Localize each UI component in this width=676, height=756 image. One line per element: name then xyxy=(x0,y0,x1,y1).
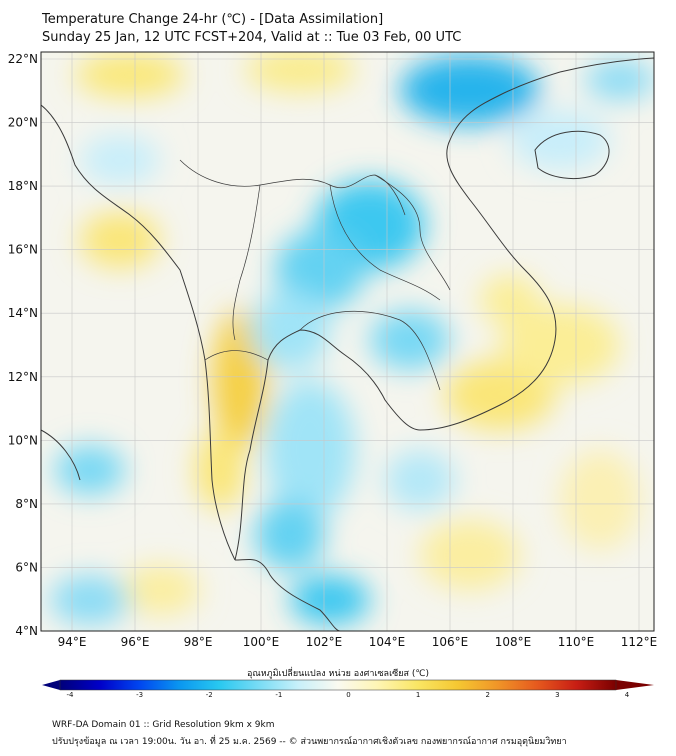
lat-label: 14°N xyxy=(8,306,38,320)
colorbar-tick-label: 2 xyxy=(485,691,490,699)
model-info: WRF-DA Domain 01 :: Grid Resolution 9km … xyxy=(52,720,275,730)
temperature-field xyxy=(41,52,654,631)
colorbar-tick-label: -3 xyxy=(136,691,144,699)
lat-label: 8°N xyxy=(15,497,38,511)
colorbar-tick-label: 4 xyxy=(624,691,630,699)
colorbar-tick-label: 1 xyxy=(415,691,421,699)
colorbar-min-arrow xyxy=(42,680,60,690)
lon-label: 106°E xyxy=(432,635,469,649)
lon-label: 94°E xyxy=(58,635,87,649)
lon-label: 110°E xyxy=(558,635,595,649)
lat-label: 22°N xyxy=(8,52,38,66)
colorbar-tick-label: 3 xyxy=(555,691,560,699)
lat-label: 18°N xyxy=(8,179,38,193)
colorbar-label: อุณหภูมิเปลี่ยนแปลง หน่วย องศาเซลเซียส (… xyxy=(246,669,430,679)
colorbar-tick-label: 0 xyxy=(346,691,351,699)
map-subtitle: Sunday 25 Jan, 12 UTC FCST+204, Valid at… xyxy=(42,30,462,45)
lon-label: 98°E xyxy=(184,635,213,649)
coastline xyxy=(41,57,654,631)
lon-label: 96°E xyxy=(121,635,150,649)
colorbar-tick-label: -1 xyxy=(275,691,283,699)
colorbar-max-arrow xyxy=(616,680,654,690)
colorbar-tick-label: -2 xyxy=(205,691,213,699)
colorbar-tick-label: -4 xyxy=(66,691,74,699)
lat-label: 20°N xyxy=(8,116,38,130)
lon-label: 112°E xyxy=(621,635,658,649)
colorbar xyxy=(42,679,654,691)
lat-label: 12°N xyxy=(8,370,38,384)
lon-label: 104°E xyxy=(369,635,406,649)
lat-label: 16°N xyxy=(8,243,38,257)
update-credit: ปรับปรุงข้อมูล ณ เวลา 19:00น. วัน อา. ที… xyxy=(52,737,567,747)
lon-label: 102°E xyxy=(306,635,343,649)
lon-label: 100°E xyxy=(243,635,280,649)
latitude-labels: 22°N 20°N 18°N 16°N 14°N 12°N 10°N 8°N 6°N 4°N xyxy=(8,52,38,638)
lat-label: 4°N xyxy=(15,624,38,638)
lat-label: 10°N xyxy=(8,433,38,447)
lon-label: 108°E xyxy=(495,635,532,649)
map-frame xyxy=(40,51,655,632)
map-title: Temperature Change 24-hr (℃) - [Data Ass… xyxy=(42,12,384,27)
lat-label: 6°N xyxy=(15,560,38,574)
longitude-labels: 94°E 96°E 98°E 100°E 102°E 104°E 106°E 108°E 110… xyxy=(58,635,658,649)
